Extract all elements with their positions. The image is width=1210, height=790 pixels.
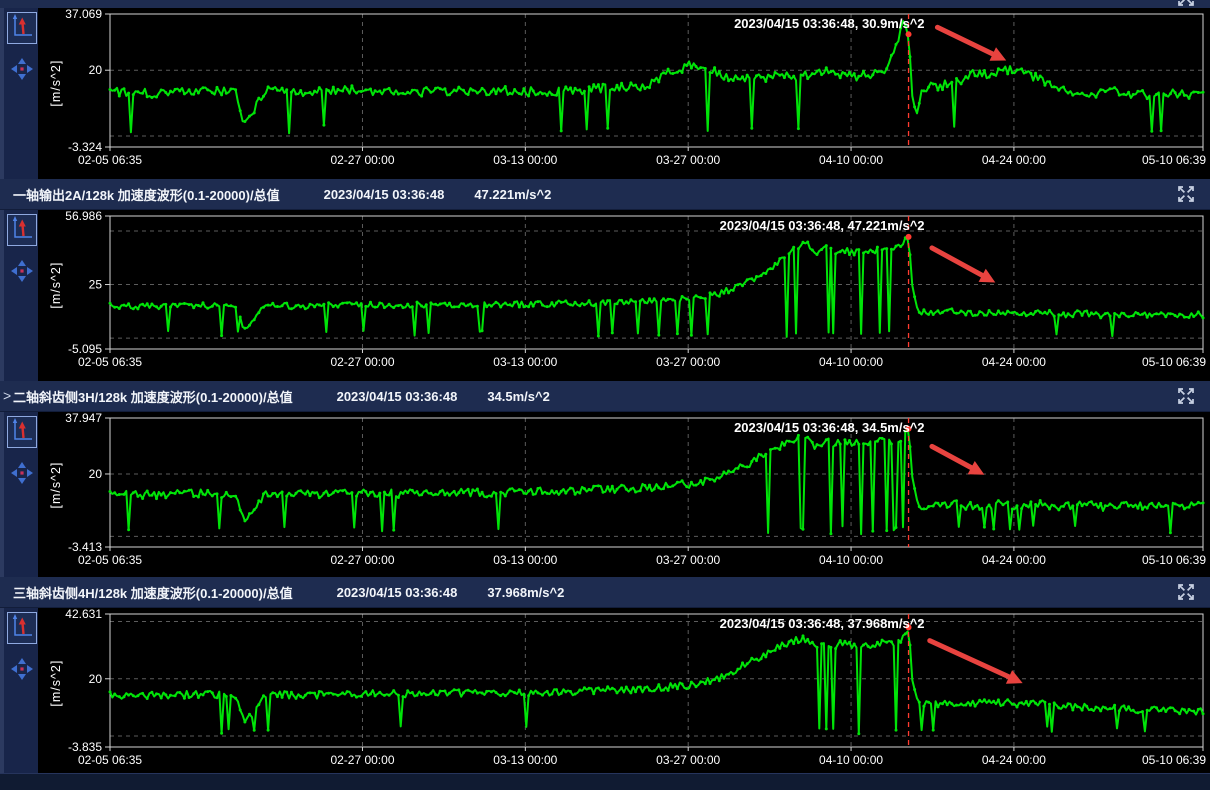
- expand-icon[interactable]: [1176, 582, 1196, 602]
- x-tick-label: 02-27 00:00: [330, 753, 394, 767]
- y-axis-mid-label: 20: [89, 672, 103, 686]
- trend-chart-panel-1: 37.069 20 -3.324 [m/s^2] 02-05 06:35 02-27 00…: [0, 8, 1210, 179]
- y-axis-mid-label: 25: [89, 278, 103, 292]
- trend-plot[interactable]: 37.069 20 -3.324 [m/s^2] 02-05 06:35 02-27 00…: [38, 8, 1206, 179]
- cursor-annotation: 2023/04/15 03:36:48, 34.5m/s^2: [734, 420, 924, 435]
- x-tick-label: 04-10 00:00: [819, 153, 883, 167]
- y-axis-min-label: -3.413: [68, 540, 102, 554]
- x-tick-label: 04-10 00:00: [819, 355, 883, 369]
- x-tick-label: 03-13 00:00: [493, 753, 557, 767]
- x-tick-label: 05-10 06:39: [1142, 153, 1206, 167]
- tool-gutter: [0, 608, 38, 773]
- x-tick-label: 02-27 00:00: [330, 355, 394, 369]
- y-axis-mid-label: 20: [89, 467, 103, 481]
- cursor-marker-tool-button[interactable]: [7, 214, 37, 246]
- y-axis-unit-label: [m/s^2]: [49, 262, 63, 309]
- panel1-titlebar-clipped: [0, 0, 1210, 8]
- x-tick-label: 02-05 06:35: [78, 553, 142, 567]
- y-axis-max-label: 37.947: [65, 412, 102, 425]
- tool-gutter: [0, 210, 38, 381]
- trend-plot[interactable]: 37.947 20 -3.413 [m/s^2] 02-05 06:35 02-27 00…: [38, 412, 1206, 577]
- x-tick-label: 03-27 00:00: [656, 553, 720, 567]
- panel4-titlebar: 三轴斜齿侧4H/128k 加速度波形(0.1-20000)/总值 2023/04…: [0, 577, 1210, 608]
- expand-icon[interactable]: [1176, 0, 1196, 8]
- x-tick-label: 03-13 00:00: [493, 153, 557, 167]
- cursor-value: 34.5m/s^2: [487, 388, 550, 404]
- cursor-annotation: 2023/04/15 03:36:48, 37.968m/s^2: [720, 616, 925, 631]
- x-tick-label: 03-27 00:00: [656, 153, 720, 167]
- y-axis-unit-label: [m/s^2]: [49, 462, 63, 509]
- x-tick-label: 05-10 06:39: [1142, 753, 1206, 767]
- cursor-annotation: 2023/04/15 03:36:48, 30.9m/s^2: [734, 16, 924, 31]
- x-tick-label: 04-24 00:00: [982, 553, 1046, 567]
- y-axis-min-label: -3.324: [68, 140, 102, 154]
- cursor-marker-tool-button[interactable]: [7, 12, 37, 44]
- trend-chart-panel-3: 37.947 20 -3.413 [m/s^2] 02-05 06:35 02-27 00…: [0, 412, 1210, 577]
- expand-icon[interactable]: [1176, 386, 1196, 406]
- tool-gutter: [0, 412, 38, 577]
- x-tick-label: 03-13 00:00: [493, 553, 557, 567]
- x-tick-label: 04-24 00:00: [982, 753, 1046, 767]
- cursor-timestamp: 2023/04/15 03:36:48: [336, 388, 458, 404]
- x-tick-label: 05-10 06:39: [1142, 553, 1206, 567]
- trend-plot[interactable]: 42.631 20 -3.835 [m/s^2] 02-05 06:35 02-27 00…: [38, 608, 1206, 773]
- pan-tool-button[interactable]: [7, 54, 37, 86]
- x-tick-label: 04-10 00:00: [819, 553, 883, 567]
- x-tick-label: 02-27 00:00: [330, 553, 394, 567]
- y-axis-max-label: 37.069: [65, 8, 102, 21]
- drop-callout-arrow: [929, 245, 996, 283]
- y-axis-unit-label: [m/s^2]: [49, 660, 63, 707]
- drop-callout-arrow: [934, 24, 1007, 61]
- y-axis-max-label: 42.631: [65, 608, 102, 621]
- cursor-timestamp: 2023/04/15 03:36:48: [323, 186, 445, 202]
- pan-tool-button[interactable]: [7, 256, 37, 288]
- drop-callout-arrow: [927, 638, 1023, 684]
- x-tick-label: 04-24 00:00: [982, 355, 1046, 369]
- expand-icon[interactable]: [1176, 184, 1196, 204]
- pan-tool-button[interactable]: [7, 654, 37, 686]
- panel3-titlebar: > 二轴斜齿侧3H/128k 加速度波形(0.1-20000)/总值 2023/…: [0, 381, 1210, 412]
- x-tick-label: 02-05 06:35: [78, 153, 142, 167]
- cursor-timestamp: 2023/04/15 03:36:48: [336, 584, 458, 600]
- x-tick-label: 02-27 00:00: [330, 153, 394, 167]
- x-tick-label: 03-27 00:00: [656, 753, 720, 767]
- trend-chart-panel-2: 56.986 25 -5.095 [m/s^2] 02-05 06:35 02-27 00…: [0, 210, 1210, 381]
- y-axis-min-label: -3.835: [68, 740, 102, 754]
- y-axis-unit-label: [m/s^2]: [49, 60, 63, 107]
- y-axis-min-label: -5.095: [68, 342, 102, 356]
- cursor-value: 47.221m/s^2: [474, 186, 552, 202]
- x-tick-label: 02-05 06:35: [78, 753, 142, 767]
- trend-chart-panel-4: 42.631 20 -3.835 [m/s^2] 02-05 06:35 02-27 00…: [0, 608, 1210, 773]
- cursor-marker-tool-button[interactable]: [7, 416, 37, 448]
- x-tick-label: 02-05 06:35: [78, 355, 142, 369]
- collapse-chevron[interactable]: >: [3, 387, 12, 404]
- drop-callout-arrow: [929, 443, 985, 475]
- tool-gutter: [0, 8, 38, 179]
- window-footer: [0, 773, 1210, 790]
- y-axis-max-label: 56.986: [65, 210, 102, 223]
- cursor-value: 37.968m/s^2: [487, 584, 565, 600]
- cursor-marker-tool-button[interactable]: [7, 612, 37, 644]
- trend-plot[interactable]: 56.986 25 -5.095 [m/s^2] 02-05 06:35 02-27 00…: [38, 210, 1206, 381]
- y-axis-mid-label: 20: [89, 63, 103, 77]
- channel-title: 二轴斜齿侧3H/128k 加速度波形(0.1-20000)/总值: [13, 389, 293, 405]
- channel-title: 三轴斜齿侧4H/128k 加速度波形(0.1-20000)/总值: [13, 585, 293, 601]
- x-tick-label: 04-10 00:00: [819, 753, 883, 767]
- x-tick-label: 05-10 06:39: [1142, 355, 1206, 369]
- x-tick-label: 04-24 00:00: [982, 153, 1046, 167]
- cursor-annotation: 2023/04/15 03:36:48, 47.221m/s^2: [720, 218, 925, 233]
- pan-tool-button[interactable]: [7, 458, 37, 490]
- x-tick-label: 03-27 00:00: [656, 355, 720, 369]
- panel2-titlebar: 一轴输出2A/128k 加速度波形(0.1-20000)/总值 2023/04/…: [0, 179, 1210, 210]
- x-tick-label: 03-13 00:00: [493, 355, 557, 369]
- channel-title: 一轴输出2A/128k 加速度波形(0.1-20000)/总值: [13, 187, 280, 203]
